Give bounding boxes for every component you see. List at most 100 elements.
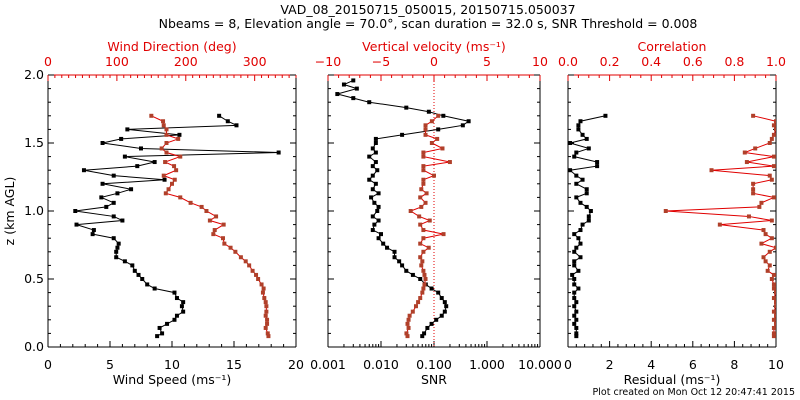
top-tick-label: 300 <box>243 54 267 69</box>
data-point <box>759 241 764 246</box>
data-point <box>264 309 269 314</box>
data-point <box>774 321 776 326</box>
top-tick-label: −10 <box>315 54 341 69</box>
data-point <box>73 209 78 213</box>
data-point <box>586 146 591 151</box>
data-point <box>161 173 166 178</box>
data-point <box>421 154 426 159</box>
data-point <box>120 218 125 223</box>
data-point <box>717 222 722 227</box>
data-point <box>572 249 577 254</box>
data-point <box>769 177 774 182</box>
data-point <box>771 272 776 277</box>
data-point <box>771 286 776 291</box>
data-point <box>751 181 756 186</box>
data-point <box>111 236 116 241</box>
data-point <box>165 321 170 326</box>
data-point <box>418 241 423 246</box>
data-point <box>152 160 157 165</box>
data-point <box>418 277 423 281</box>
data-point <box>422 331 427 336</box>
data-point <box>341 82 346 87</box>
data-point <box>584 204 589 209</box>
data-point <box>164 127 169 132</box>
top-tick-label: 100 <box>105 54 129 69</box>
data-point <box>751 113 756 118</box>
data-point <box>264 304 269 309</box>
data-point <box>130 263 135 268</box>
data-point <box>774 127 776 132</box>
data-point <box>174 296 179 301</box>
data-point <box>568 141 573 145</box>
data-point <box>423 123 428 128</box>
data-point <box>243 259 248 264</box>
data-point <box>370 146 375 151</box>
data-point <box>421 228 426 233</box>
data-point <box>419 263 424 268</box>
data-point <box>603 113 608 118</box>
data-point <box>767 263 772 268</box>
data-point <box>421 268 426 273</box>
data-point <box>212 228 217 233</box>
data-point <box>370 214 375 219</box>
data-point <box>265 321 270 326</box>
x-tick-label: 6 <box>689 357 697 372</box>
data-point <box>161 123 166 128</box>
data-point <box>771 164 776 169</box>
data-point <box>769 218 774 223</box>
data-point <box>771 317 776 322</box>
data-point <box>574 173 579 178</box>
data-point <box>419 187 424 192</box>
series-snr <box>335 78 471 339</box>
top-tick-label: 1.0 <box>766 54 786 69</box>
data-point <box>164 141 169 145</box>
data-point <box>367 154 372 159</box>
data-point <box>367 177 372 182</box>
data-point <box>421 164 426 169</box>
data-point <box>425 325 430 330</box>
data-point <box>574 325 579 330</box>
data-point <box>372 200 377 205</box>
x-tick-label: 20 <box>288 357 304 372</box>
data-point <box>233 249 238 254</box>
data-point <box>423 132 428 137</box>
data-point <box>572 263 577 268</box>
data-point <box>263 325 268 330</box>
data-point <box>771 132 776 137</box>
data-point <box>442 309 447 314</box>
series-wind-speed <box>73 113 281 339</box>
data-point <box>427 218 432 223</box>
data-point <box>376 218 381 223</box>
data-point <box>421 286 426 291</box>
data-point <box>265 317 270 322</box>
data-point <box>217 113 222 118</box>
data-point <box>757 204 762 209</box>
data-point <box>574 150 579 155</box>
data-point <box>418 296 423 301</box>
data-point <box>420 334 425 339</box>
data-point <box>422 272 427 277</box>
data-point <box>379 232 383 237</box>
data-point <box>572 282 577 287</box>
data-point <box>432 173 436 178</box>
data-point <box>746 214 751 219</box>
x-tick-label: 4 <box>647 357 655 372</box>
y-tick-label: 1.5 <box>24 135 44 150</box>
data-point <box>765 268 770 273</box>
data-point <box>262 296 267 301</box>
data-point <box>434 317 439 322</box>
data-point <box>769 136 774 141</box>
figure-title-line2: Nbeams = 8, Elevation angle = 70.0°, sca… <box>159 16 698 31</box>
data-point <box>570 272 575 277</box>
data-point <box>125 127 130 132</box>
data-point <box>406 325 411 330</box>
top-tick-label: 5 <box>483 54 491 69</box>
data-point <box>774 119 776 124</box>
data-point <box>234 123 239 128</box>
data-point <box>761 228 766 233</box>
data-point <box>578 255 583 260</box>
x-tick-label: 0.010 <box>363 357 399 372</box>
data-point <box>429 321 434 326</box>
data-point <box>771 282 776 287</box>
data-point <box>404 268 409 273</box>
